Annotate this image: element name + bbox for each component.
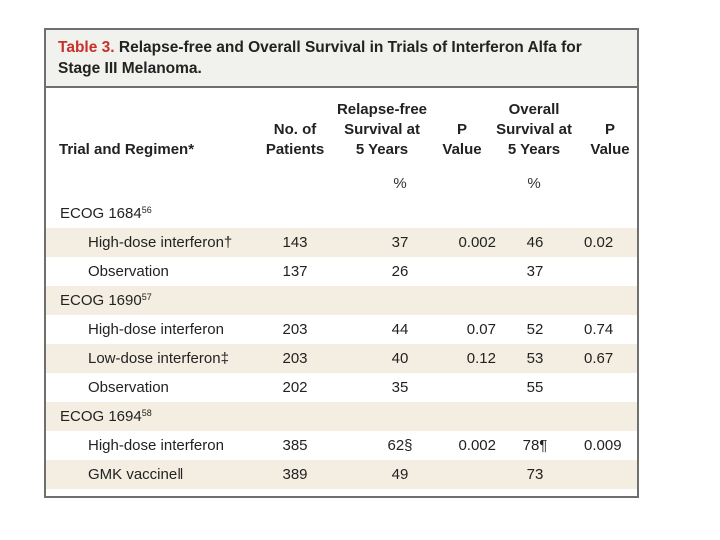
os-cell: 37 (526, 263, 544, 280)
p-value-cell: 0.009 (584, 437, 622, 454)
header-os: Overall Survival at 5 Years (496, 101, 572, 158)
header-p-value-2: P Value (590, 121, 630, 158)
os-cell: 78¶ (522, 437, 548, 454)
table-group-row: ECOG 168456 (46, 199, 637, 228)
rfs-cell: 37 (391, 234, 409, 251)
table-title-text: Relapse-free and Overall Survival in Tri… (58, 39, 582, 77)
regimen-name: Low-dose interferon‡ (88, 350, 229, 367)
table-group-row: ECOG 169057 (46, 286, 637, 315)
regimen-name: GMK vaccine‖ (88, 466, 184, 483)
p-value-cell: 0.002 (458, 437, 496, 454)
table-row: GMK vaccine‖ 389 49 73 (46, 460, 637, 489)
regimen-name: Observation (88, 379, 169, 396)
p-value-cell: 0.67 (584, 350, 614, 367)
header-patients: No. of Patients (265, 121, 325, 158)
reference-superscript: 57 (141, 292, 152, 302)
os-unit: % (527, 175, 541, 192)
rfs-cell: 49 (391, 466, 409, 483)
p-value-cell: 0.74 (584, 321, 614, 338)
patients-cell: 385 (282, 437, 308, 454)
rfs-cell: 35 (391, 379, 409, 396)
os-cell: 55 (526, 379, 544, 396)
regimen-name: High-dose interferon† (88, 234, 233, 251)
trial-name: ECOG 169057 (60, 292, 152, 309)
table-group-row: ECOG 169458 (46, 402, 637, 431)
os-cell: 52 (526, 321, 544, 338)
p-value-cell (434, 460, 496, 489)
p-value-cell: 0.02 (584, 234, 614, 251)
trial-name: ECOG 168456 (60, 205, 152, 222)
rfs-cell: 26 (391, 263, 409, 280)
table-row: High-dose interferon† 143 37 0.002 46 0.02 (46, 228, 637, 257)
p-value-cell (434, 373, 496, 402)
header-trial: Trial and Regimen* (59, 141, 195, 158)
p-value-cell (434, 257, 496, 286)
patients-cell: 143 (282, 234, 308, 251)
rfs-cell: 62§ (387, 437, 413, 454)
table-row: Low-dose interferon‡ 203 40 0.12 53 0.67 (46, 344, 637, 373)
trial-name: ECOG 169458 (60, 408, 152, 425)
header-p-value-1: P Value (442, 121, 482, 158)
patients-cell: 389 (282, 466, 308, 483)
patients-cell: 137 (282, 263, 308, 280)
regimen-name: High-dose interferon (88, 321, 224, 338)
rfs-unit: % (393, 175, 407, 192)
os-cell: 73 (526, 466, 544, 483)
table-number: Table 3. (58, 39, 115, 56)
reference-superscript: 56 (141, 205, 152, 215)
table-row: Observation 137 26 37 (46, 257, 637, 286)
patients-cell: 203 (282, 350, 308, 367)
p-value-cell: 0.002 (458, 234, 496, 251)
header-rfs: Relapse-free Survival at 5 Years (336, 101, 428, 158)
table-frame: Table 3. Relapse-free and Overall Surviv… (44, 28, 639, 498)
table-row: Observation 202 35 55 (46, 373, 637, 402)
patients-cell: 202 (282, 379, 308, 396)
reference-superscript: 58 (141, 408, 152, 418)
rfs-cell: 44 (391, 321, 409, 338)
p-value-cell: 0.07 (466, 321, 496, 338)
rfs-cell: 40 (391, 350, 409, 367)
os-cell: 53 (526, 350, 544, 367)
regimen-name: High-dose interferon (88, 437, 224, 454)
regimen-name: Observation (88, 263, 169, 280)
os-cell: 46 (526, 234, 544, 251)
table-row: High-dose interferon 203 44 0.07 52 0.74 (46, 315, 637, 344)
patients-cell: 203 (282, 321, 308, 338)
table-title: Table 3. Relapse-free and Overall Surviv… (46, 30, 637, 88)
table-row: High-dose interferon 385 62§ 0.002 78¶ 0.009 (46, 431, 637, 460)
p-value-cell: 0.12 (466, 350, 496, 367)
